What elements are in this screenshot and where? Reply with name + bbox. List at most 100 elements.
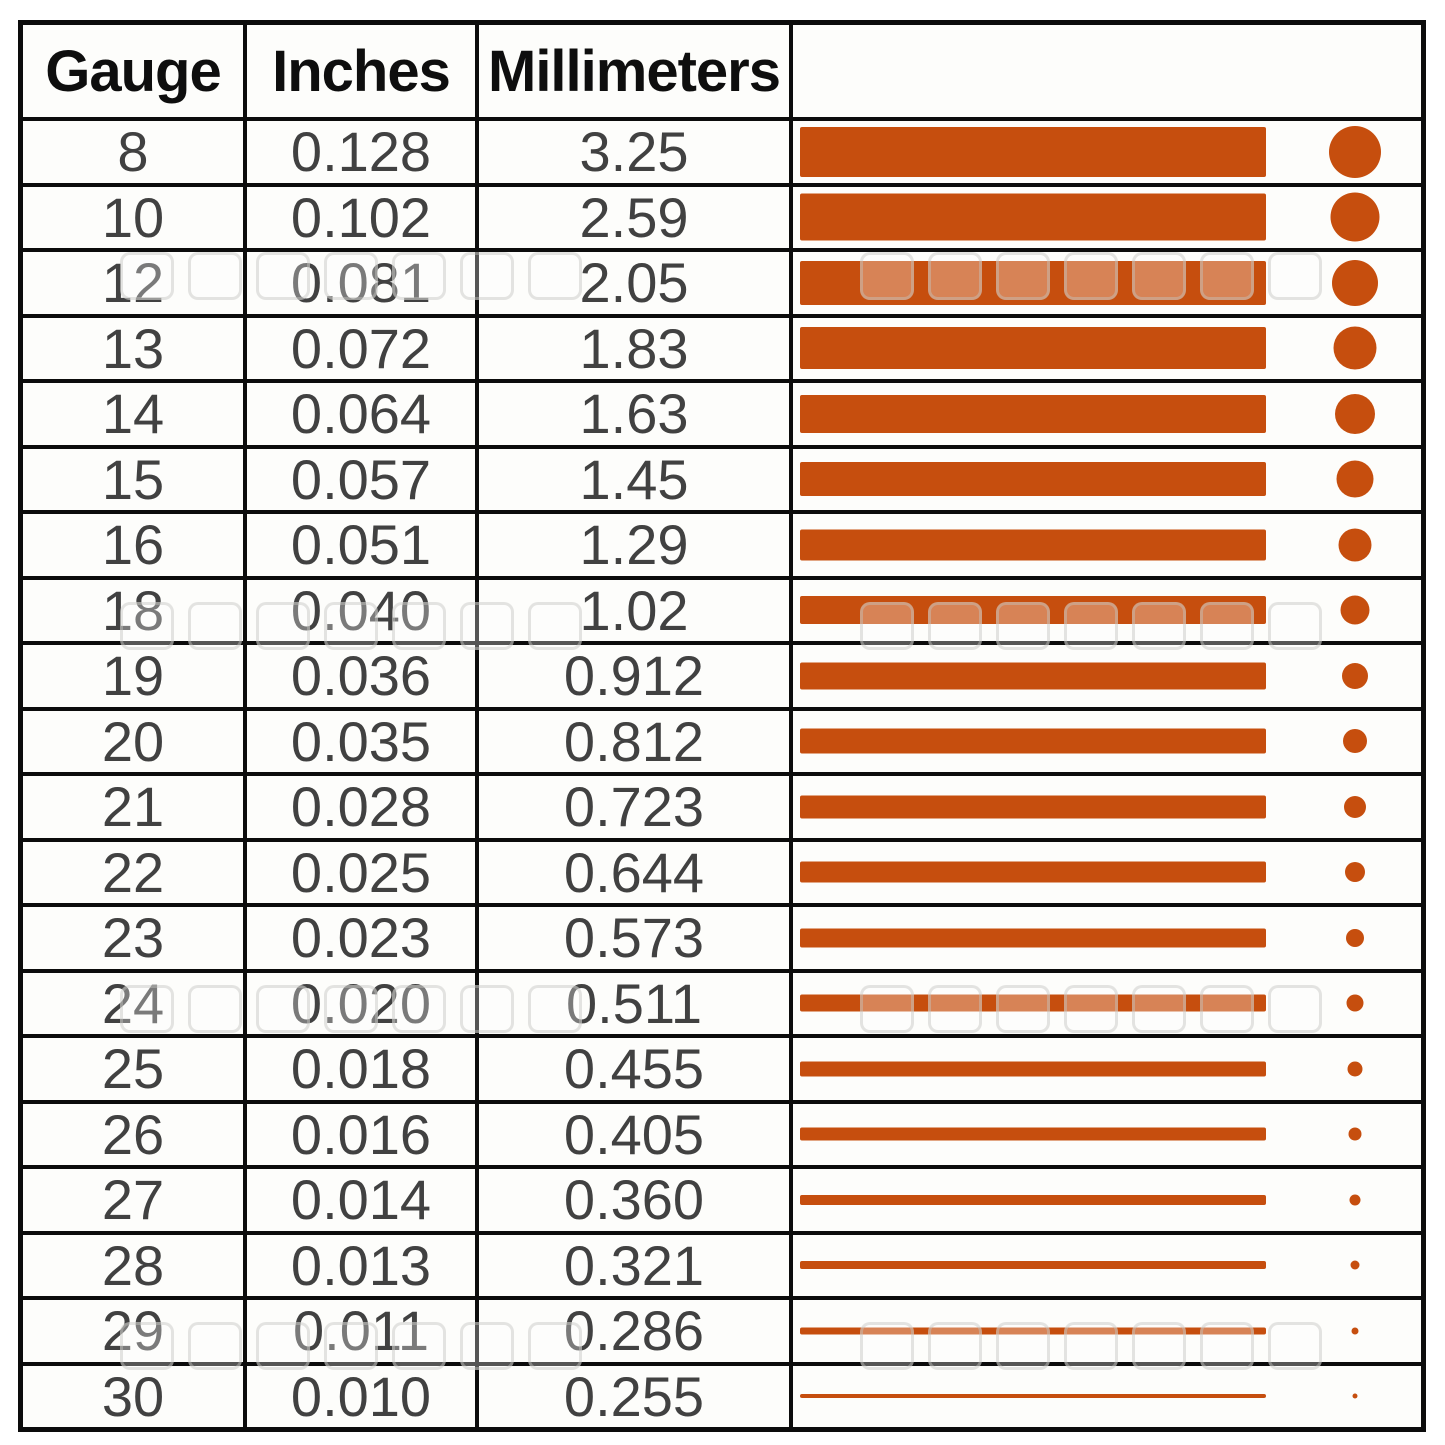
thickness-dot (1342, 662, 1368, 689)
thickness-bar (800, 394, 1266, 433)
millimeters-value: 0.455 (479, 1038, 793, 1100)
thickness-dot (1344, 795, 1366, 818)
millimeters-value: 2.59 (479, 186, 793, 248)
gauge-value: 14 (23, 383, 247, 445)
millimeters-value: 0.812 (479, 710, 793, 772)
thickness-dot (1346, 928, 1364, 947)
table-row: 24 0.020 0.511 (23, 968, 1421, 1035)
millimeters-value: 1.29 (479, 514, 793, 576)
table-row: 23 0.023 0.573 (23, 903, 1421, 969)
thickness-bar (800, 1194, 1266, 1205)
thickness-visual (793, 318, 1421, 380)
table-row: 10 0.102 2.59 (23, 182, 1421, 248)
millimeters-value: 3.25 (479, 121, 793, 183)
thickness-visual (793, 1235, 1421, 1297)
table-row: 27 0.014 0.360 (23, 1165, 1421, 1231)
wire-gauge-chart: Gauge Inches Millimeters 8 0.128 3.25 10… (18, 20, 1426, 1432)
thickness-visual (793, 1169, 1421, 1231)
table-row: 30 0.010 0.255 (23, 1361, 1421, 1428)
gauge-value: 29 (23, 1300, 247, 1362)
thickness-visual (793, 1300, 1421, 1362)
thickness-dot (1352, 1393, 1358, 1399)
table-row: 13 0.072 1.83 (23, 313, 1421, 380)
gauge-value: 13 (23, 317, 247, 379)
thickness-dot (1332, 259, 1378, 306)
thickness-visual (793, 383, 1421, 445)
thickness-bar (800, 1261, 1266, 1270)
inches-value: 0.016 (247, 1103, 479, 1165)
thickness-visual (793, 907, 1421, 969)
table-row: 25 0.018 0.455 (23, 1034, 1421, 1100)
thickness-bar (800, 596, 1266, 625)
gauge-value: 27 (23, 1169, 247, 1231)
gauge-value: 8 (23, 121, 247, 183)
table-row: 15 0.057 1.45 (23, 444, 1421, 511)
thickness-visual (793, 645, 1421, 707)
inches-value: 0.057 (247, 448, 479, 510)
inches-value: 0.023 (247, 907, 479, 969)
gauge-value: 26 (23, 1103, 247, 1165)
millimeters-value: 0.573 (479, 907, 793, 969)
millimeters-value: 2.05 (479, 252, 793, 314)
inches-value: 0.028 (247, 776, 479, 838)
millimeters-value: 0.511 (479, 972, 793, 1034)
thickness-dot (1343, 729, 1367, 754)
gauge-value: 25 (23, 1038, 247, 1100)
column-header-inches: Inches (247, 25, 479, 117)
thickness-dot (1345, 862, 1365, 883)
thickness-dot (1348, 1127, 1362, 1141)
table-header-row: Gauge Inches Millimeters (23, 25, 1421, 117)
gauge-value: 10 (23, 186, 247, 248)
column-header-millimeters: Millimeters (479, 25, 793, 117)
inches-value: 0.036 (247, 645, 479, 707)
thickness-visual (793, 449, 1421, 511)
thickness-dot (1330, 192, 1380, 242)
inches-value: 0.102 (247, 186, 479, 248)
thickness-visual (793, 1366, 1421, 1428)
gauge-value: 23 (23, 907, 247, 969)
millimeters-value: 0.644 (479, 841, 793, 903)
table-row: 21 0.028 0.723 (23, 772, 1421, 838)
thickness-bar (800, 260, 1266, 305)
thickness-bar (800, 728, 1266, 754)
table-row: 19 0.036 0.912 (23, 641, 1421, 707)
thickness-visual (793, 580, 1421, 642)
gauge-value: 22 (23, 841, 247, 903)
inches-value: 0.010 (247, 1365, 479, 1427)
thickness-dot (1335, 393, 1375, 434)
thickness-dot (1350, 1260, 1360, 1270)
thickness-bar (800, 861, 1266, 883)
table-row: 22 0.025 0.644 (23, 837, 1421, 903)
millimeters-value: 1.63 (479, 383, 793, 445)
gauge-value: 21 (23, 776, 247, 838)
thickness-bar (800, 462, 1266, 497)
millimeters-value: 0.360 (479, 1169, 793, 1231)
millimeters-value: 1.02 (479, 579, 793, 641)
thickness-dot (1349, 1194, 1361, 1206)
thickness-dot (1340, 595, 1370, 625)
table-row: 29 0.011 0.286 (23, 1296, 1421, 1362)
thickness-dot (1329, 125, 1381, 178)
inches-value: 0.051 (247, 514, 479, 576)
inches-value: 0.018 (247, 1038, 479, 1100)
thickness-visual (793, 514, 1421, 576)
thickness-bar (800, 327, 1266, 370)
thickness-bar (800, 529, 1266, 561)
inches-value: 0.011 (247, 1300, 479, 1362)
inches-value: 0.014 (247, 1169, 479, 1231)
table-row: 12 0.081 2.05 (23, 248, 1421, 314)
thickness-bar (800, 795, 1266, 819)
thickness-visual (793, 973, 1421, 1035)
inches-value: 0.040 (247, 579, 479, 641)
thickness-bar (800, 1061, 1266, 1077)
inches-value: 0.072 (247, 317, 479, 379)
gauge-value: 15 (23, 448, 247, 510)
column-header-visual (793, 25, 1421, 117)
thickness-bar (800, 994, 1266, 1012)
thickness-visual (793, 776, 1421, 838)
gauge-value: 16 (23, 514, 247, 576)
thickness-bar (800, 928, 1266, 948)
inches-value: 0.013 (247, 1234, 479, 1296)
table-row: 28 0.013 0.321 (23, 1230, 1421, 1297)
table-row: 20 0.035 0.812 (23, 706, 1421, 772)
